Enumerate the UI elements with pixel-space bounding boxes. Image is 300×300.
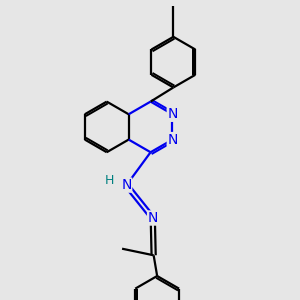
Text: N: N xyxy=(148,211,158,225)
Text: N: N xyxy=(121,178,132,192)
Text: H: H xyxy=(105,174,115,187)
Text: N: N xyxy=(167,133,178,147)
Text: N: N xyxy=(167,107,178,121)
